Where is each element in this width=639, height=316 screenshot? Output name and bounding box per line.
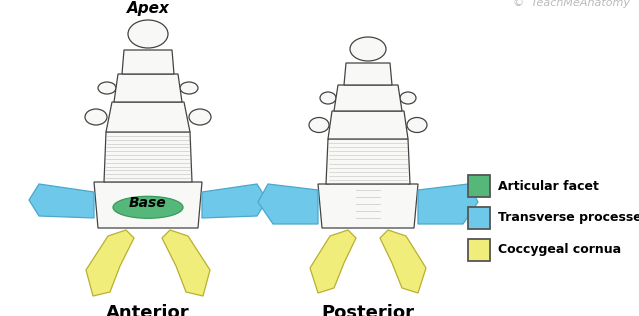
- Polygon shape: [318, 184, 418, 228]
- Text: Coccygeal cornua: Coccygeal cornua: [498, 244, 621, 257]
- Polygon shape: [418, 184, 478, 224]
- Polygon shape: [162, 230, 210, 296]
- Ellipse shape: [189, 109, 211, 125]
- Polygon shape: [326, 139, 410, 184]
- Ellipse shape: [350, 37, 386, 61]
- Text: Posterior: Posterior: [321, 304, 415, 316]
- Polygon shape: [114, 74, 182, 102]
- Polygon shape: [104, 132, 192, 182]
- FancyBboxPatch shape: [468, 239, 490, 261]
- Ellipse shape: [309, 118, 329, 132]
- Polygon shape: [122, 50, 174, 74]
- Polygon shape: [106, 102, 190, 132]
- Polygon shape: [86, 230, 134, 296]
- Polygon shape: [94, 182, 202, 228]
- Text: ©  TeachMeAnatomy: © TeachMeAnatomy: [513, 0, 630, 8]
- Ellipse shape: [85, 109, 107, 125]
- Ellipse shape: [320, 92, 336, 104]
- Ellipse shape: [400, 92, 416, 104]
- Ellipse shape: [98, 82, 116, 94]
- Ellipse shape: [407, 118, 427, 132]
- Text: Articular facet: Articular facet: [498, 179, 599, 192]
- Text: Apex: Apex: [127, 1, 169, 16]
- Polygon shape: [328, 111, 408, 139]
- FancyBboxPatch shape: [468, 175, 490, 197]
- Text: Base: Base: [129, 196, 167, 210]
- Polygon shape: [258, 184, 318, 224]
- Text: Transverse processes: Transverse processes: [498, 211, 639, 224]
- Ellipse shape: [113, 196, 183, 218]
- Polygon shape: [310, 230, 356, 293]
- Polygon shape: [29, 184, 94, 218]
- Polygon shape: [334, 85, 402, 111]
- Polygon shape: [380, 230, 426, 293]
- Polygon shape: [202, 184, 267, 218]
- Ellipse shape: [180, 82, 198, 94]
- FancyBboxPatch shape: [468, 207, 490, 229]
- Polygon shape: [344, 63, 392, 85]
- Ellipse shape: [128, 20, 168, 48]
- Text: Anterior: Anterior: [106, 304, 190, 316]
